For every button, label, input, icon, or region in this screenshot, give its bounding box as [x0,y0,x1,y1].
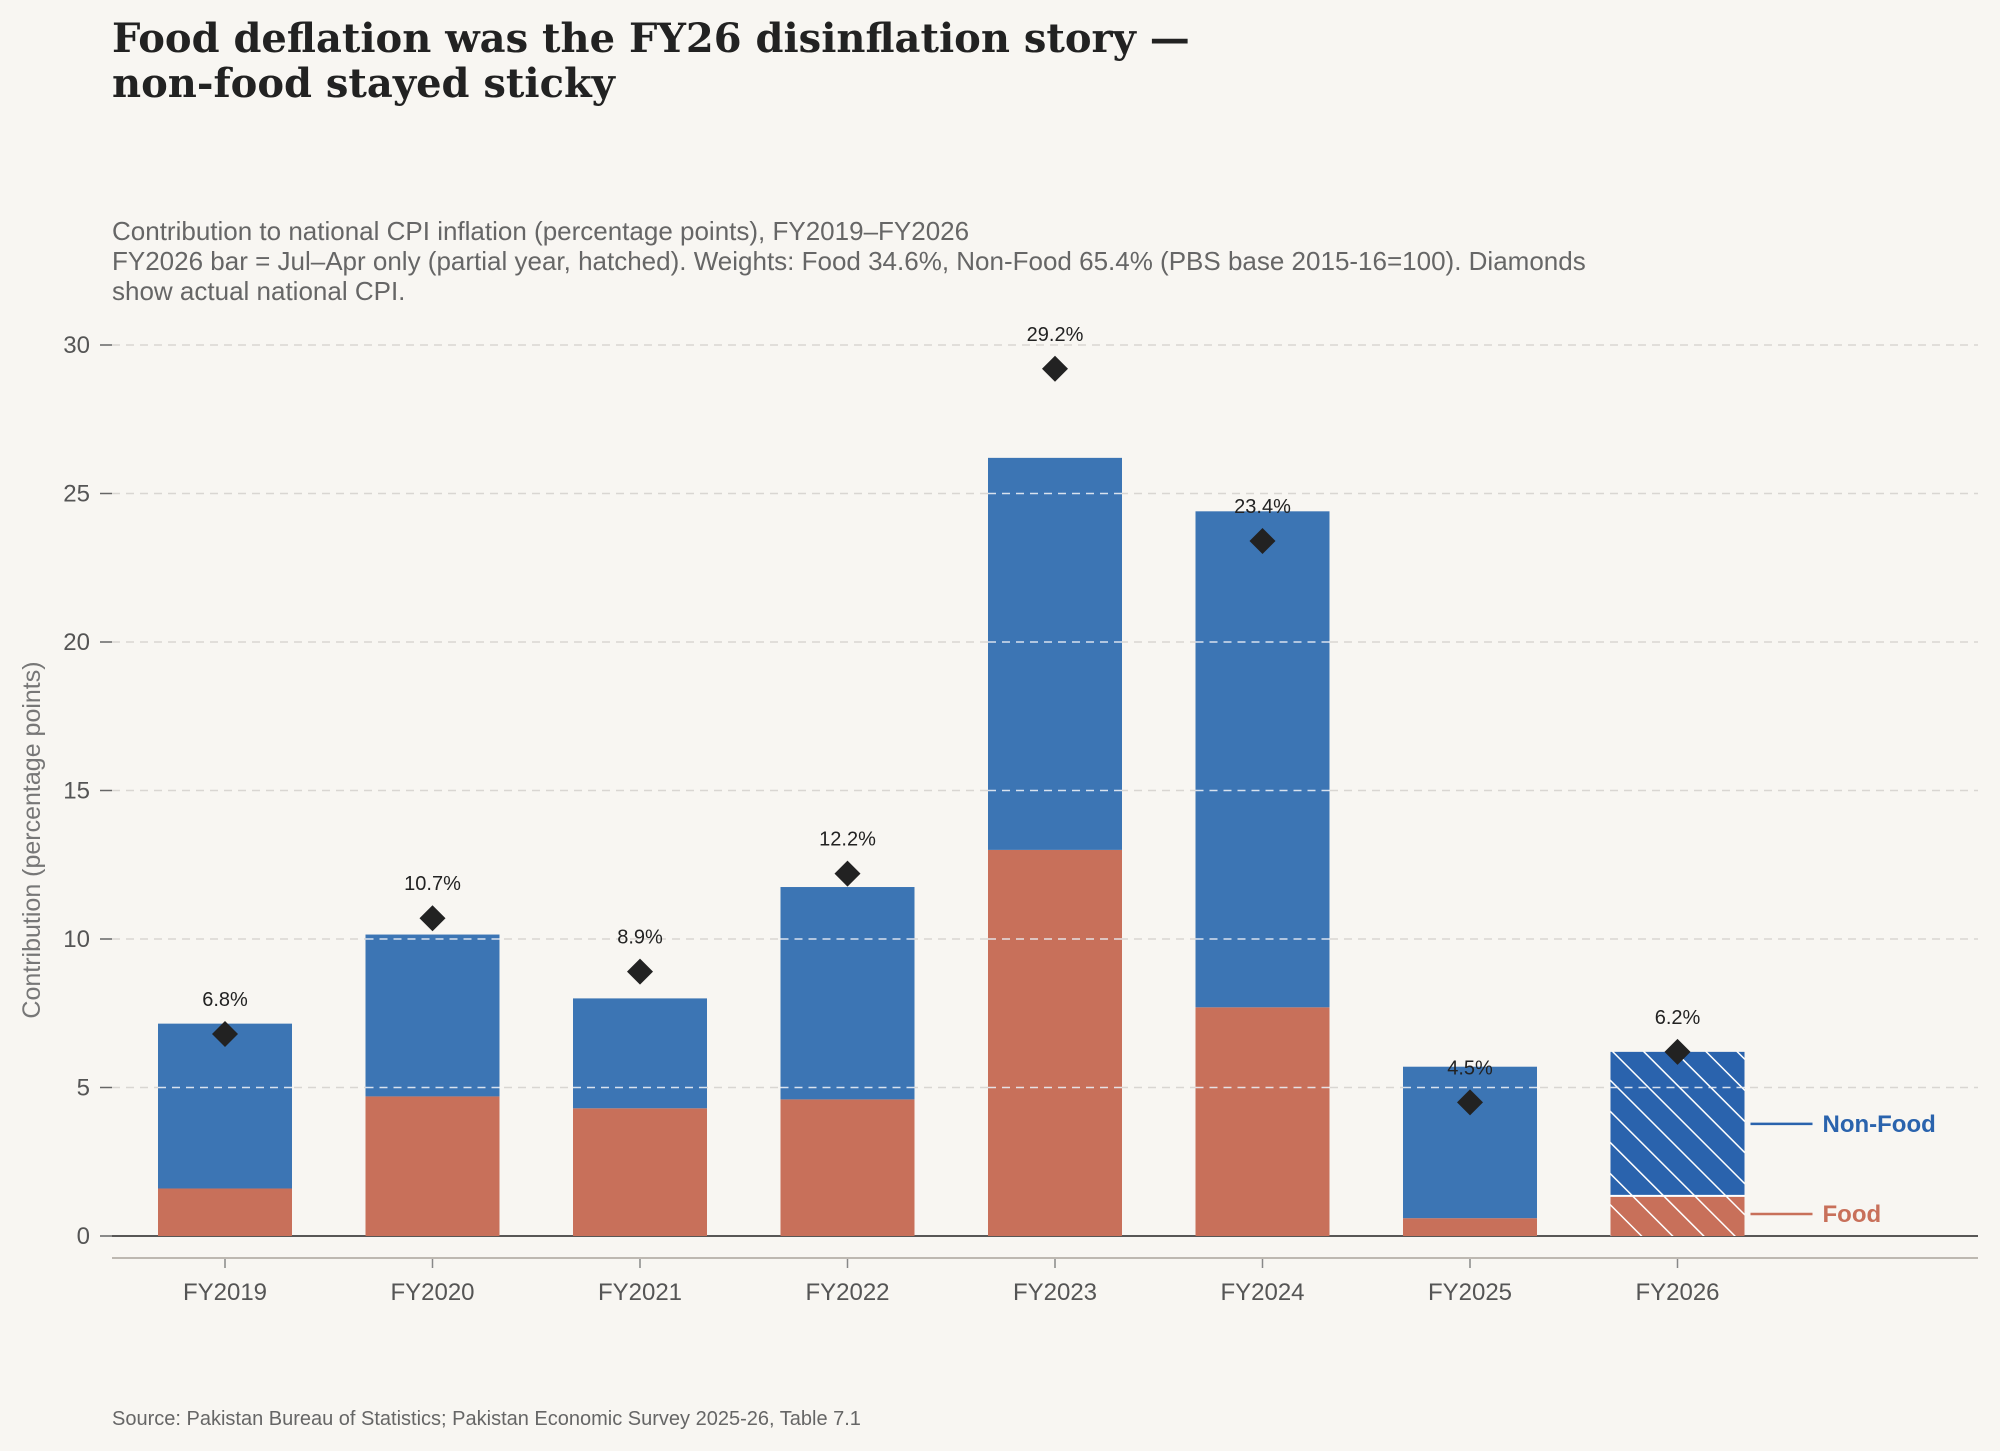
bar-nonfood-FY2019 [158,1023,292,1189]
bar-food-FY2021 [573,1108,707,1236]
cpi-label-FY2021: 8.9% [617,927,663,949]
chart-title-line-2: non-food stayed sticky [112,60,617,107]
x-tick-label-FY2020: FY2020 [390,1279,474,1306]
y-tick-label-30: 30 [63,332,90,359]
x-tick-label-FY2025: FY2025 [1428,1279,1512,1306]
x-tick-label-FY2023: FY2023 [1013,1279,1097,1306]
bar-nonfood-FY2022 [780,887,915,1100]
cpi-marker-FY2025 [1457,1089,1483,1116]
markers: 6.8% 10.7% 8.9% 12.2% 29.2% 23.4% 4.5% 6.2% [202,324,1701,1116]
bar-food-FY2024 [1195,1007,1330,1236]
cpi-label-FY2025: 4.5% [1447,1057,1493,1079]
bar-nonfood-FY2024 [1195,511,1330,1008]
cpi-marker-FY2022 [834,860,861,887]
cpi-label-FY2026: 6.2% [1655,1007,1701,1029]
cpi-marker-FY2026 [1664,1038,1691,1065]
x-tick-label-FY2024: FY2024 [1220,1279,1304,1306]
plot-area: 0 5 10 15 20 25 30 FY2019 FY2020 FY2021 FY2022 FY20… [63,324,1978,1306]
y-tick-label-20: 20 [63,629,90,656]
bars [158,457,1745,1236]
y-tick-label-5: 5 [77,1075,90,1102]
cpi-label-FY2019: 6.8% [202,989,248,1011]
legend-label-nonfood: Non-Food [1823,1111,1936,1138]
bar-nonfood-FY2023 [988,457,1122,850]
cpi-label-FY2023: 29.2% [1027,324,1084,346]
x-tick-label-FY2022: FY2022 [805,1279,889,1306]
cpi-marker-FY2019 [212,1021,238,1048]
chart-subtitle-line-2: FY2026 bar = Jul–Apr only (partial year,… [112,246,1586,276]
bar-food-FY2022 [780,1099,915,1236]
x-tick-label-FY2026: FY2026 [1635,1279,1719,1306]
y-tick-label-25: 25 [63,481,90,508]
chart-subtitle-line-3: show actual national CPI. [112,276,405,306]
cpi-marker-FY2023 [1042,355,1068,382]
x-tick-label-FY2019: FY2019 [183,1279,267,1306]
bar-food-FY2019 [158,1188,292,1236]
bar-nonfood-FY2020 [365,934,500,1097]
bar-food-FY2026 [1610,1195,1745,1236]
y-axis-label: Contribution (percentage points) [18,661,46,1018]
y-tick-label-0: 0 [77,1223,90,1250]
legend-label-food: Food [1823,1201,1882,1228]
x-tick-label-FY2021: FY2021 [598,1279,682,1306]
cpi-label-FY2022: 12.2% [819,829,876,851]
legend: Non-Food Food [1750,1111,1936,1228]
bar-food-FY2020 [365,1096,500,1236]
bar-food-FY2025 [1403,1218,1537,1236]
chart-subtitle-line-1: Contribution to national CPI inflation (… [112,216,969,246]
chart-title-line-1: Food deflation was the FY26 disinflation… [112,15,1190,62]
y-tick-label-10: 10 [63,926,90,953]
source-note: Source: Pakistan Bureau of Statistics; P… [112,1408,861,1430]
bar-nonfood-FY2026 [1610,1051,1745,1196]
cpi-marker-FY2024 [1249,528,1276,555]
cpi-label-FY2024: 23.4% [1234,496,1291,518]
bar-nonfood-FY2021 [573,998,707,1109]
cpi-marker-FY2021 [627,958,653,985]
cpi-label-FY2020: 10.7% [404,873,461,895]
bar-food-FY2023 [988,849,1122,1236]
y-tick-label-15: 15 [63,778,90,805]
cpi-marker-FY2020 [419,905,446,932]
